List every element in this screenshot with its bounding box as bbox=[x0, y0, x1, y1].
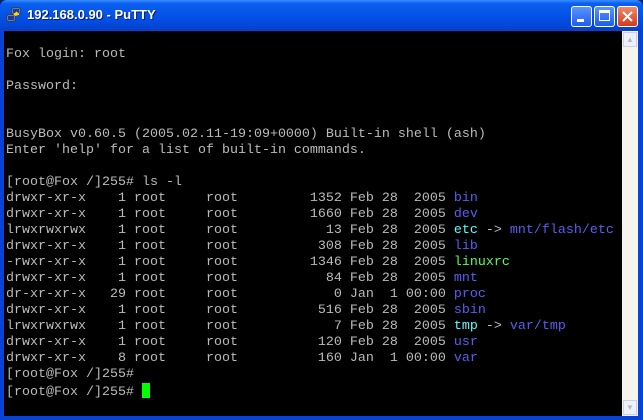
filename-blue: var/tmp bbox=[509, 319, 566, 334]
terminal-line bbox=[6, 31, 614, 47]
filename-blue: dev bbox=[453, 207, 478, 222]
terminal-text: -> bbox=[477, 319, 510, 334]
terminal-text: Password: bbox=[6, 79, 78, 94]
maximize-button[interactable] bbox=[594, 6, 615, 27]
terminal-line: drwxr-xr-x 1 root root 84 Feb 28 2005 mn… bbox=[6, 271, 614, 287]
filename-cyan: tmp bbox=[453, 319, 478, 334]
terminal-line bbox=[6, 159, 614, 175]
filename-blue: sbin bbox=[453, 303, 486, 318]
window-title: 192.168.0.90 - PuTTY bbox=[27, 7, 156, 22]
terminal-line: -rwxr-xr-x 1 root root 1346 Feb 28 2005 … bbox=[6, 255, 614, 271]
minimize-icon bbox=[577, 19, 584, 22]
terminal-line: lrwxrwxrwx 1 root root 13 Feb 28 2005 et… bbox=[6, 223, 614, 239]
terminal-line: Password: bbox=[6, 79, 614, 95]
terminal-line: [root@Fox /]255# bbox=[6, 367, 614, 383]
terminal-line bbox=[6, 111, 614, 127]
terminal-line: drwxr-xr-x 8 root root 160 Jan 1 00:00 v… bbox=[6, 351, 614, 367]
terminal-text: dr-xr-xr-x 29 root root 0 Jan 1 00:00 bbox=[6, 287, 454, 302]
terminal-text: drwxr-xr-x 1 root root 84 Feb 28 2005 bbox=[6, 271, 454, 286]
filename-green: linuxrc bbox=[453, 255, 510, 270]
filename-cyan: etc bbox=[453, 223, 478, 238]
terminal-text: drwxr-xr-x 8 root root 160 Jan 1 00:00 bbox=[6, 351, 454, 366]
terminal-text: drwxr-xr-x 1 root root 516 Feb 28 2005 bbox=[6, 303, 454, 318]
terminal-text: lrwxrwxrwx 1 root root 13 Feb 28 2005 bbox=[6, 223, 454, 238]
terminal-text: drwxr-xr-x 1 root root 1352 Feb 28 2005 bbox=[6, 191, 454, 206]
terminal-text: [root@Fox /]255# bbox=[6, 385, 142, 400]
text-cursor bbox=[141, 383, 150, 398]
terminal-text: Fox login: root bbox=[6, 47, 126, 62]
terminal-line: drwxr-xr-x 1 root root 1352 Feb 28 2005 … bbox=[6, 191, 614, 207]
terminal-output: Fox login: root Password: BusyBox v0.60.5 … bbox=[6, 31, 614, 400]
filename-blue: usr bbox=[453, 335, 478, 350]
terminal-line bbox=[6, 95, 614, 111]
terminal-text: drwxr-xr-x 1 root root 1660 Feb 28 2005 bbox=[6, 207, 454, 222]
terminal-line: drwxr-xr-x 1 root root 516 Feb 28 2005 s… bbox=[6, 303, 614, 319]
terminal-line: lrwxrwxrwx 1 root root 7 Feb 28 2005 tmp… bbox=[6, 319, 614, 335]
terminal-line: Enter 'help' for a list of built-in comm… bbox=[6, 143, 614, 159]
terminal-text: [root@Fox /]255# ls -l bbox=[6, 175, 182, 190]
terminal-line: drwxr-xr-x 1 root root 1660 Feb 28 2005 … bbox=[6, 207, 614, 223]
close-icon bbox=[622, 11, 633, 22]
terminal-line bbox=[6, 63, 614, 79]
putty-icon bbox=[6, 7, 21, 22]
terminal-line: dr-xr-xr-x 29 root root 0 Jan 1 00:00 pr… bbox=[6, 287, 614, 303]
terminal-text: drwxr-xr-x 1 root root 120 Feb 28 2005 bbox=[6, 335, 454, 350]
scroll-down-button[interactable]: ▼ bbox=[623, 400, 637, 415]
maximize-icon bbox=[599, 10, 610, 21]
terminal-line: [root@Fox /]255# bbox=[6, 383, 614, 400]
terminal-line: Fox login: root bbox=[6, 47, 614, 63]
terminal-text: -rwxr-xr-x 1 root root 1346 Feb 28 2005 bbox=[6, 255, 454, 270]
terminal-text: BusyBox v0.60.5 (2005.02.11-19:09+0000) … bbox=[6, 127, 486, 142]
terminal-text: [root@Fox /]255# bbox=[6, 367, 134, 382]
terminal-line: drwxr-xr-x 1 root root 120 Feb 28 2005 u… bbox=[6, 335, 614, 351]
terminal-line: BusyBox v0.60.5 (2005.02.11-19:09+0000) … bbox=[6, 127, 614, 143]
vertical-scrollbar[interactable]: ▲ ▼ bbox=[622, 31, 638, 416]
close-button[interactable] bbox=[617, 6, 638, 27]
filename-blue: var bbox=[453, 351, 478, 366]
terminal-text: lrwxrwxrwx 1 root root 7 Feb 28 2005 bbox=[6, 319, 454, 334]
filename-blue: proc bbox=[453, 287, 486, 302]
minimize-button[interactable] bbox=[571, 6, 592, 27]
terminal-line: [root@Fox /]255# ls -l bbox=[6, 175, 614, 191]
terminal-text: Enter 'help' for a list of built-in comm… bbox=[6, 143, 366, 158]
scroll-up-button[interactable]: ▲ bbox=[623, 32, 637, 47]
terminal-text: drwxr-xr-x 1 root root 308 Feb 28 2005 bbox=[6, 239, 454, 254]
filename-blue: mnt/flash/etc bbox=[509, 223, 614, 238]
terminal-area[interactable]: Fox login: root Password: BusyBox v0.60.5 … bbox=[4, 31, 622, 416]
terminal-line: drwxr-xr-x 1 root root 308 Feb 28 2005 l… bbox=[6, 239, 614, 255]
filename-blue: lib bbox=[453, 239, 478, 254]
filename-blue: mnt bbox=[453, 271, 478, 286]
filename-blue: bin bbox=[453, 191, 478, 206]
terminal-text: -> bbox=[477, 223, 510, 238]
title-bar[interactable]: 192.168.0.90 - PuTTY bbox=[0, 0, 643, 30]
